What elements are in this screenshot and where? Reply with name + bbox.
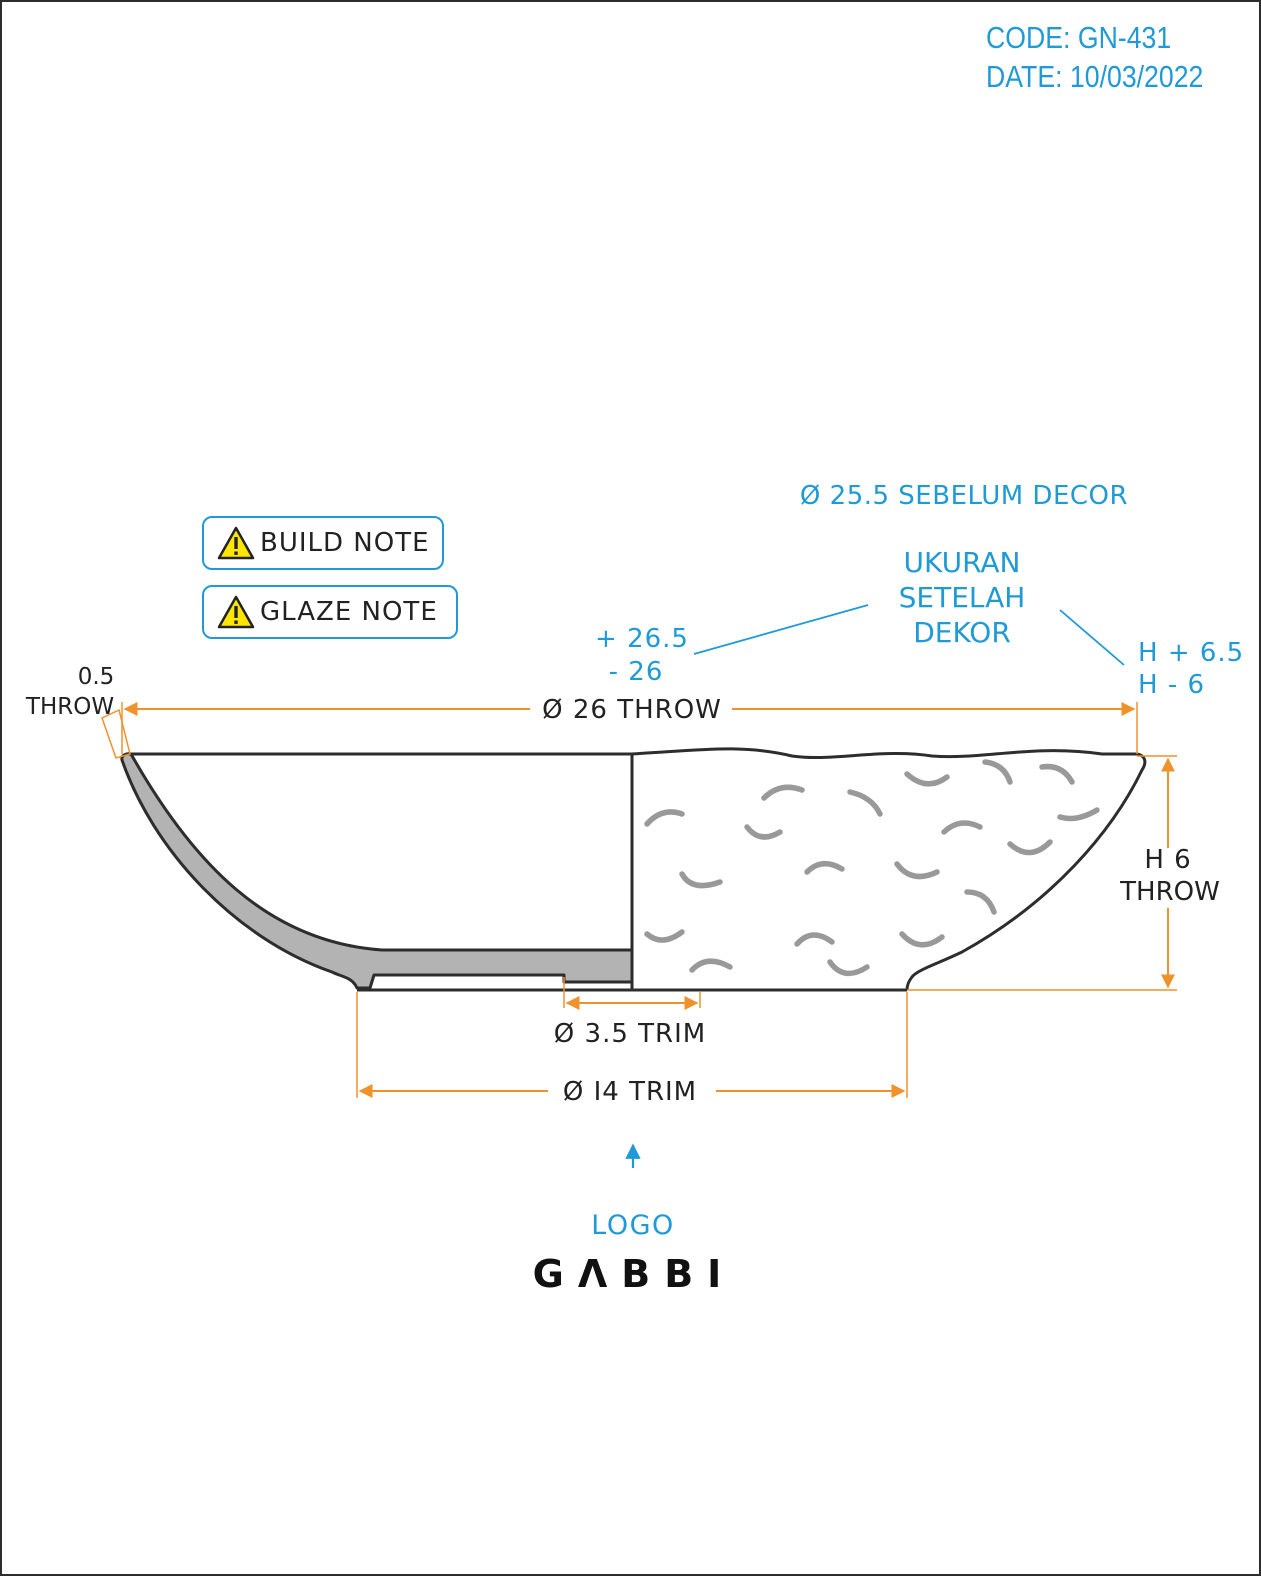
wall-thickness-dimension: 0.5 THROW: [25, 664, 131, 759]
diameter-tolerance-upper: + 26.5: [595, 624, 689, 654]
section-wall-fill: [120, 752, 634, 990]
warning-triangle-icon: [217, 595, 255, 629]
product-code: CODE: GN-431: [986, 20, 1172, 55]
wall-thickness-method: THROW: [25, 694, 114, 720]
outer-diameter-dimension: Ø 26 THROW: [121, 695, 1138, 754]
after-decor-line-3: DEKOR: [913, 616, 1011, 649]
glaze-note-label: GLAZE NOTE: [260, 597, 438, 627]
after-decor-line-2: SETELAH: [899, 581, 1026, 614]
foot-diameter-dimension: Ø I4 TRIM: [356, 992, 908, 1107]
foot-diameter-label: Ø I4 TRIM: [563, 1077, 697, 1107]
drawing-date: DATE: 10/03/2022: [986, 59, 1204, 94]
height-dimension: H 6 THROW: [907, 755, 1220, 991]
build-note-label: BUILD NOTE: [260, 528, 430, 558]
leader-line-diameter: [693, 604, 869, 655]
after-decor-line-1: UKURAN: [903, 546, 1020, 579]
wall-thickness-value: 0.5: [78, 664, 115, 690]
logo-callout: LOGO GΛBBI: [533, 1143, 736, 1296]
bowl-exterior-view: [631, 747, 1147, 991]
exterior-outline: [631, 747, 1147, 991]
decor-annotations: Ø 25.5 SEBELUM DECOR UKURAN SETELAH DEKO…: [595, 481, 1244, 700]
build-note-button[interactable]: BUILD NOTE: [202, 516, 444, 570]
glaze-note-button[interactable]: GLAZE NOTE: [202, 585, 458, 639]
warning-triangle-icon: [217, 526, 255, 560]
diameter-tolerance-lower: - 26: [609, 657, 664, 687]
height-tolerance-lower: H - 6: [1138, 670, 1205, 700]
outer-diameter-label: Ø 26 THROW: [542, 695, 722, 725]
inner-foot-label: Ø 3.5 TRIM: [554, 1019, 706, 1049]
logo-label: LOGO: [591, 1210, 675, 1241]
height-value: H 6: [1144, 845, 1191, 875]
decor-marks: [644, 759, 1100, 977]
brand-logo: GΛBBI: [533, 1252, 736, 1296]
before-decor-note: Ø 25.5 SEBELUM DECOR: [800, 481, 1128, 511]
height-method: THROW: [1119, 877, 1220, 907]
inner-foot-dimension: Ø 3.5 TRIM: [554, 977, 706, 1049]
leader-line-height: [1059, 609, 1125, 666]
height-tolerance-upper: H + 6.5: [1138, 638, 1244, 668]
